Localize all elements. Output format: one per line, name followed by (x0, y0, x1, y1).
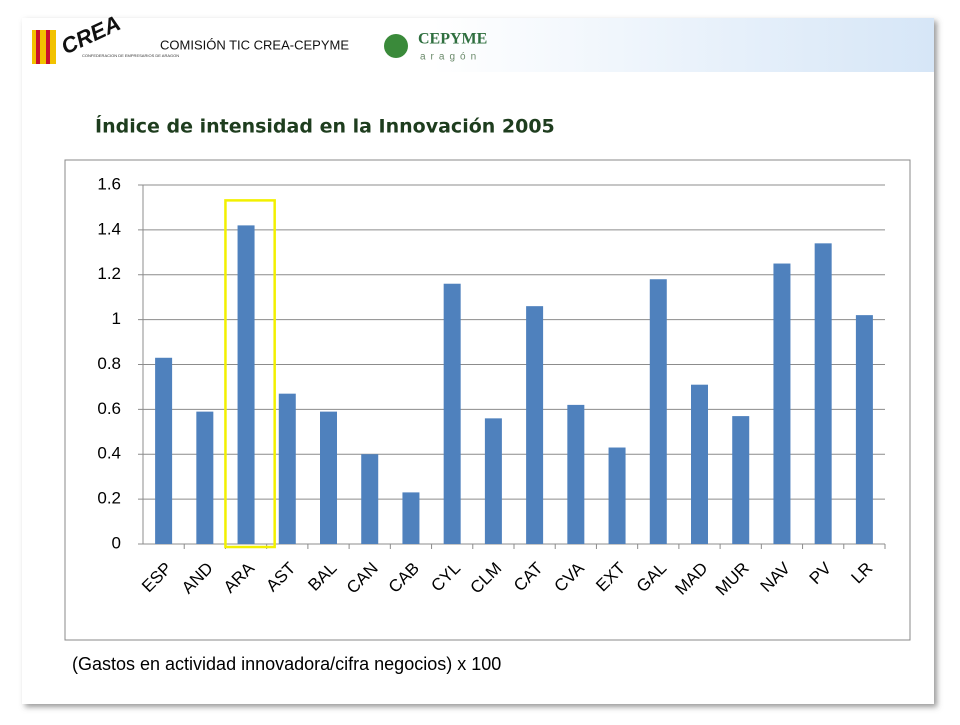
bar (361, 454, 379, 544)
bar (443, 283, 461, 544)
cepyme-logo: CEPYME (418, 31, 487, 48)
header-band (22, 18, 934, 72)
chart-note: (Gastos en actividad innovadora/cifra ne… (72, 654, 501, 674)
y-tick-label: 0.4 (97, 444, 121, 463)
bar (320, 411, 337, 544)
cepyme-subtitle: aragón (420, 52, 481, 63)
bar (732, 416, 750, 544)
y-tick-label: 0 (112, 533, 121, 552)
y-tick-label: 1.2 (97, 264, 121, 283)
chart-title: Índice de intensidad en la Innovación 20… (95, 115, 555, 138)
commission-title: COMISIÓN TIC CREA-CEPYME (160, 37, 349, 52)
bar (567, 404, 585, 544)
y-tick-label: 0.8 (97, 354, 121, 373)
highlight-box (224, 199, 276, 549)
y-tick-label: 0.6 (97, 399, 121, 418)
bar (402, 492, 420, 544)
y-tick-label: 1 (112, 309, 121, 328)
bar (691, 384, 708, 544)
bar (814, 243, 832, 544)
crea-subtitle: CONFEDERACION DE EMPRESARIOS DE ARAGON (82, 53, 179, 58)
y-tick-label: 0.2 (97, 489, 121, 508)
bar (649, 279, 667, 544)
bar (196, 411, 214, 544)
bar (155, 357, 173, 544)
bar (237, 225, 255, 544)
y-tick-label: 1.4 (97, 219, 121, 238)
bar (608, 447, 626, 544)
cepyme-icon (384, 34, 408, 58)
chart-box (64, 159, 911, 641)
bar (278, 393, 296, 544)
bar (855, 315, 873, 544)
logo-shield (32, 30, 56, 64)
bar (484, 418, 502, 544)
logo-stripe (46, 30, 50, 64)
logo-stripe (36, 30, 40, 64)
bar (773, 263, 791, 544)
bar (526, 306, 544, 544)
y-tick-label: 1.6 (97, 174, 121, 193)
